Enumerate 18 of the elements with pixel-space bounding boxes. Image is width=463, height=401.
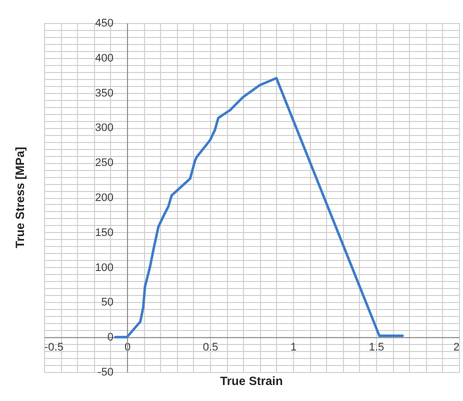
- x-tick-label: 2: [453, 342, 460, 354]
- x-tick-label: 1: [290, 342, 297, 354]
- y-tick-label: 50: [101, 296, 114, 309]
- y-tick-label: 450: [95, 18, 114, 30]
- x-tick-label: -0.5: [44, 342, 64, 354]
- y-tick-label: 350: [95, 87, 114, 100]
- y-tick-label: 300: [95, 122, 114, 134]
- x-tick-label: 1.5: [368, 342, 384, 354]
- x-axis-title: True Strain: [220, 374, 283, 388]
- y-tick-label: 400: [95, 52, 114, 64]
- line-series: [114, 76, 404, 338]
- y-tick-label: 100: [95, 262, 114, 274]
- x-tick-label: 0.5: [202, 342, 218, 354]
- y-tick-label: 150: [95, 226, 114, 239]
- y-axis-title: True Stress [MPa]: [13, 146, 27, 248]
- y-tick-label: -50: [98, 366, 114, 378]
- y-tick-label: 200: [95, 192, 114, 204]
- y-tick-label: 250: [95, 157, 114, 170]
